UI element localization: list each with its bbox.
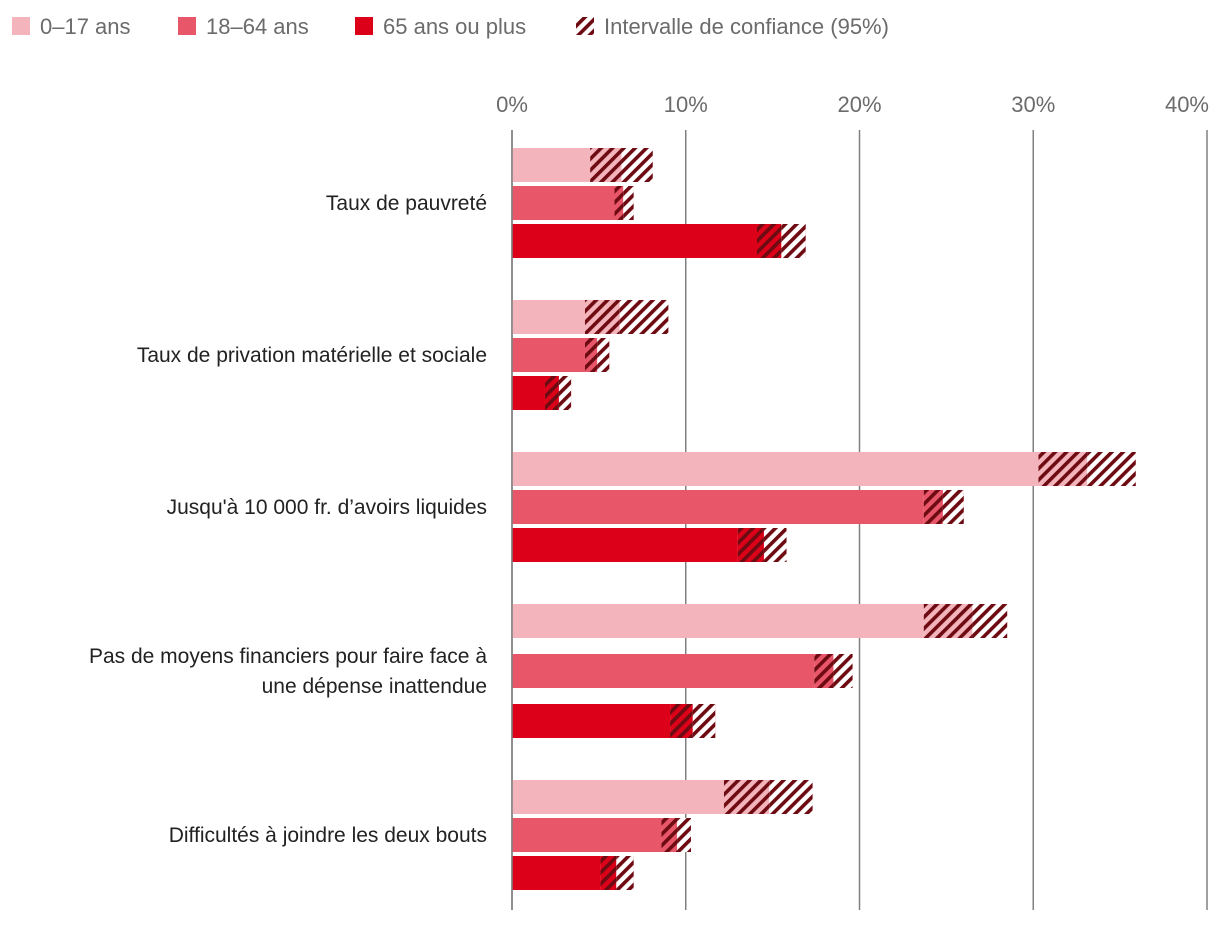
bar-1-2 — [512, 376, 546, 410]
ci-hatch-upper-3-2 — [692, 704, 716, 738]
ci-hatch-upper-0-2 — [781, 224, 806, 258]
category-label-4-0: Difficultés à joindre les deux bouts — [169, 824, 487, 847]
category-labels: Taux de pauvreté Taux de privation matéri… — [89, 192, 487, 847]
ci-hatch-lower-1-2 — [545, 376, 559, 410]
ci-hatch-upper-2-2 — [763, 528, 787, 562]
legend-swatch-2 — [355, 17, 373, 35]
bar-3-2 — [512, 704, 671, 738]
ci-hatch-lower-4-2 — [600, 856, 617, 890]
legend-item-3: Intervalle de confiance (95%) — [576, 14, 889, 39]
category-label-1-0: Taux de privation matérielle et sociale — [137, 344, 487, 367]
bar-group-2 — [512, 452, 1136, 562]
legend-swatch-1 — [178, 17, 196, 35]
ci-hatch-lower-2-2 — [737, 528, 764, 562]
bar-2-2 — [512, 528, 738, 562]
ci-hatch-upper-1-2 — [558, 376, 572, 410]
category-label-2-0: Jusqu'à 10 000 fr. d’avoirs liquides — [167, 496, 487, 519]
legend-swatch-0 — [12, 17, 30, 35]
ci-hatch-upper-0-0 — [621, 148, 653, 182]
ci-hatch-lower-4-0 — [723, 780, 770, 814]
bar-0-2 — [512, 224, 757, 258]
ci-hatch-upper-1-1 — [597, 338, 610, 372]
ci-hatch-lower-0-2 — [756, 224, 782, 258]
legend: 0–17 ans 18–64 ans 65 ans ou plus Intervall… — [12, 14, 889, 39]
legend-item-0: 0–17 ans — [12, 14, 131, 39]
ci-hatch-upper-1-0 — [619, 300, 669, 334]
ci-hatch-lower-4-1 — [661, 818, 678, 852]
legend-item-1: 18–64 ans — [178, 14, 309, 39]
x-tick-label-4: 40% — [1165, 92, 1209, 117]
ci-hatch-upper-2-1 — [942, 490, 964, 524]
ci-hatch-lower-2-1 — [923, 490, 943, 524]
x-tick-label-0: 0% — [496, 92, 528, 117]
category-label-0-0: Taux de pauvreté — [326, 192, 487, 215]
bar-1-0 — [512, 300, 585, 334]
ci-hatch-lower-2-0 — [1038, 452, 1088, 486]
category-label-3-0: Pas de moyens financiers pour faire face… — [89, 645, 487, 668]
ci-hatch-lower-3-1 — [814, 654, 834, 688]
ci-hatch-lower-0-0 — [590, 148, 622, 182]
ci-hatch-upper-2-0 — [1087, 452, 1136, 486]
legend-label-2: 65 ans ou plus — [383, 14, 526, 39]
ci-hatch-upper-3-0 — [972, 604, 1008, 638]
x-tick-label-1: 10% — [664, 92, 708, 117]
ci-hatch-lower-0-1 — [614, 186, 624, 220]
ci-hatch-upper-4-1 — [677, 818, 691, 852]
legend-label-3: Intervalle de confiance (95%) — [604, 14, 889, 39]
bar-3-1 — [512, 654, 815, 688]
ci-hatch-lower-3-0 — [923, 604, 973, 638]
legend-label-0: 0–17 ans — [40, 14, 131, 39]
ci-hatch-lower-3-2 — [670, 704, 693, 738]
bar-group-4 — [512, 780, 813, 890]
ci-hatch-upper-3-1 — [833, 654, 853, 688]
bar-group-0 — [512, 148, 806, 258]
bar-4-2 — [512, 856, 601, 890]
x-tick-label-2: 20% — [837, 92, 881, 117]
x-axis-ticks: 0% 10% 20% 30% 40% — [496, 92, 1209, 117]
ci-hatch-upper-4-0 — [769, 780, 813, 814]
category-label-3-1: une dépense inattendue — [262, 675, 487, 698]
bar-group-1 — [512, 300, 669, 410]
bar-4-1 — [512, 818, 662, 852]
bar-3-0 — [512, 604, 924, 638]
bar-0-1 — [512, 186, 615, 220]
bars — [511, 130, 1136, 910]
ci-hatch-upper-4-2 — [616, 856, 634, 890]
bar-group-3 — [512, 604, 1008, 738]
bar-2-0 — [512, 452, 1039, 486]
bar-2-1 — [512, 490, 924, 524]
bar-4-0 — [512, 780, 724, 814]
legend-swatch-ci — [576, 17, 594, 35]
ci-hatch-lower-1-0 — [584, 300, 620, 334]
ci-hatch-lower-1-1 — [584, 338, 598, 372]
legend-label-1: 18–64 ans — [206, 14, 309, 39]
legend-item-2: 65 ans ou plus — [355, 14, 526, 39]
ci-hatch-upper-0-1 — [623, 186, 634, 220]
bar-0-0 — [512, 148, 591, 182]
x-tick-label-3: 30% — [1011, 92, 1055, 117]
bar-1-1 — [512, 338, 585, 372]
